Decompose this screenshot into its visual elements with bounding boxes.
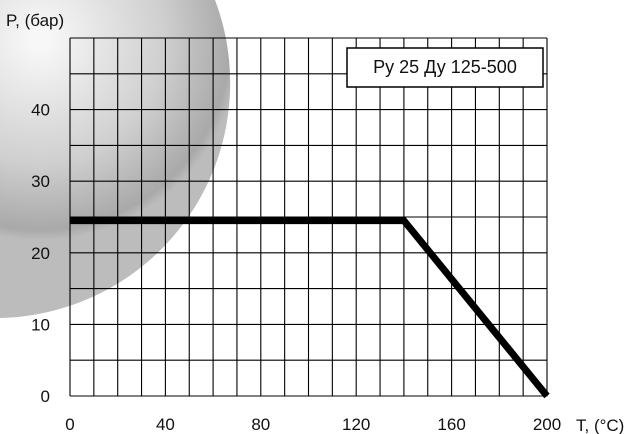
- data-point: [403, 220, 405, 222]
- x-axis-label: T, (°C): [576, 416, 624, 434]
- x-tick-labels: 0 40 80 120 160 200: [65, 415, 561, 434]
- y-tick-label: 20: [31, 244, 50, 263]
- legend-box-frame: [346, 47, 544, 88]
- series-layer: [69, 217, 550, 399]
- y-axis-label: P, (бар): [6, 11, 64, 30]
- x-tick-label: 80: [251, 415, 270, 434]
- y-tick-labels: 0 10 20 30 40: [31, 101, 50, 406]
- y-tick-label: 30: [31, 172, 50, 191]
- x-tick-label: 120: [342, 415, 370, 434]
- legend-box-text: Ру 25 Ду 125-500: [373, 57, 517, 77]
- x-tick-label: 160: [437, 415, 465, 434]
- data-point: [69, 220, 71, 222]
- y-tick-label: 40: [31, 101, 50, 120]
- x-tick-label: 40: [156, 415, 175, 434]
- data-point: [546, 395, 548, 397]
- x-tick-label: 0: [65, 415, 74, 434]
- y-tick-label: 0: [41, 387, 50, 406]
- decorative-shade: [0, 0, 231, 318]
- y-tick-label: 10: [31, 315, 50, 334]
- legend-box: Ру 25 Ду 125-500: [346, 47, 544, 88]
- grid: [69, 37, 548, 397]
- x-tick-label: 200: [533, 415, 561, 434]
